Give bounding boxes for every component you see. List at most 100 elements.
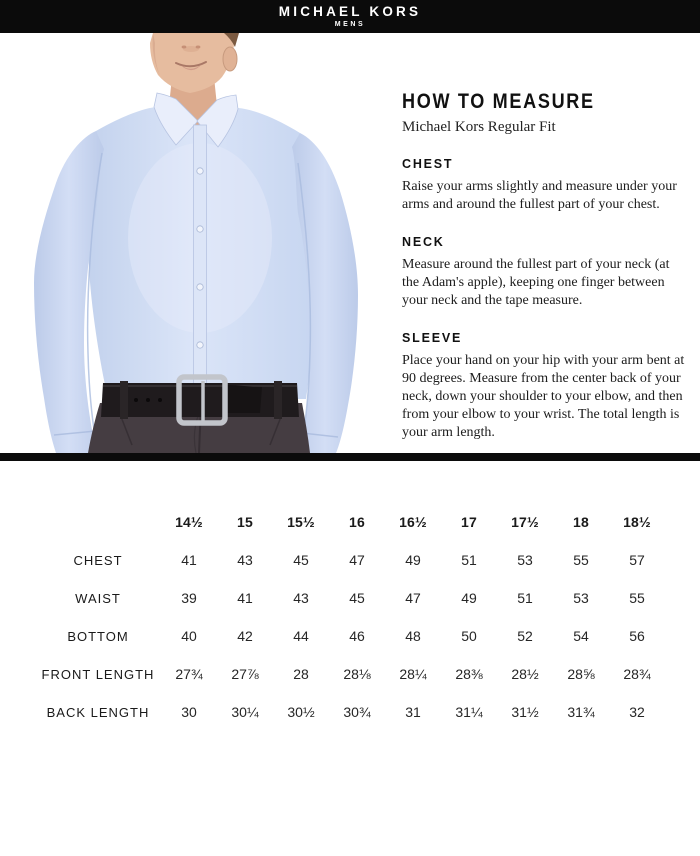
size-column-header: 17½ [511, 514, 539, 530]
size-cell: 32 [629, 704, 645, 720]
size-cell: 44 [293, 628, 309, 644]
model-nostril-left [181, 45, 187, 49]
row-label: BACK LENGTH [46, 704, 150, 720]
size-cell: 46 [349, 628, 365, 644]
size-cell: 39 [181, 590, 197, 606]
size-cell: 28⅜ [455, 666, 483, 682]
row-label: CHEST [73, 552, 123, 568]
how-to-measure-guide: HOW TO MEASURE Michael Kors Regular Fit … [402, 89, 690, 442]
size-cell: 42 [237, 628, 253, 644]
size-cell: 28¾ [623, 666, 651, 682]
model-shirt-button [196, 225, 204, 233]
size-cell: 55 [573, 552, 589, 568]
section-body: Measure around the fullest part of your … [402, 257, 670, 308]
size-cell: 52 [517, 628, 533, 644]
size-cell: 31½ [511, 704, 539, 720]
size-cell: 43 [293, 590, 309, 606]
guide-subtitle: Michael Kors Regular Fit [402, 119, 556, 135]
measurement-row-chest: CHEST 41 43 45 47 49 51 53 55 57 [35, 541, 665, 579]
model-shirt-button [196, 341, 204, 349]
section-heading: NECK [402, 235, 445, 249]
size-cell: 45 [349, 590, 365, 606]
size-cell: 49 [405, 552, 421, 568]
size-cell: 28 [293, 666, 309, 682]
section-heading: SLEEVE [402, 331, 463, 345]
model-left-cuff-line [53, 430, 97, 436]
brand-bar: MICHAEL KORS MENS [0, 0, 700, 33]
size-column-header: 16 [349, 514, 365, 530]
size-cell: 28¼ [399, 666, 427, 682]
model-right-sleeve [292, 133, 358, 453]
model-nose-shadow [183, 46, 199, 52]
size-cell: 40 [181, 628, 197, 644]
model-mouth [175, 61, 207, 68]
size-column-header: 16½ [399, 514, 427, 530]
size-cell: 31¾ [567, 704, 595, 720]
size-cell: 45 [293, 552, 309, 568]
model-collar-left [153, 92, 199, 146]
model-belt-buckle [176, 374, 228, 426]
size-column-header: 14½ [175, 514, 203, 530]
section-heading: CHEST [402, 157, 454, 171]
model-photo [34, 33, 358, 453]
measurement-row-front-length: FRONT LENGTH 27¾ 27⅞ 28 28⅛ 28¼ 28⅜ 28½ … [35, 655, 665, 693]
model-left-sleeve [34, 131, 104, 453]
model-belt-loop [274, 381, 282, 419]
measurement-row-waist: WAIST 39 41 43 45 47 49 51 53 55 [35, 579, 665, 617]
size-cell: 28⅝ [567, 666, 595, 682]
model-left-sleeve-crease [86, 152, 103, 453]
size-cell: 56 [629, 628, 645, 644]
model-ear [222, 46, 238, 72]
section-body: Place your hand on your hip with your ar… [402, 353, 685, 440]
measurement-row-back-length: BACK LENGTH 30 30¼ 30½ 30¾ 31 31¼ 31½ 31… [35, 693, 665, 731]
size-chart-table: 14½ 15 15½ 16 16½ 17 17½ 18 18½ CHEST 41… [35, 503, 665, 731]
model-lower-lip [181, 64, 202, 71]
size-cell: 30 [181, 704, 197, 720]
model-belt-hole [158, 398, 162, 402]
size-column-header: 15½ [287, 514, 315, 530]
size-cell: 53 [517, 552, 533, 568]
guide-section-sleeve: SLEEVE Place your hand on your hip with … [402, 331, 690, 442]
size-cell: 30¾ [343, 704, 371, 720]
size-cell: 57 [629, 552, 645, 568]
model-belt-hole [134, 398, 138, 402]
size-header-spacer [35, 503, 161, 541]
section-divider [0, 453, 700, 461]
measurement-row-bottom: BOTTOM 40 42 44 46 48 50 52 54 56 [35, 617, 665, 655]
size-cell: 28⅛ [343, 666, 371, 682]
size-header-row: 14½ 15 15½ 16 16½ 17 17½ 18 18½ [35, 503, 665, 541]
brand-division-label: MENS [334, 21, 366, 29]
guide-title: HOW TO MEASURE [402, 89, 595, 113]
size-cell: 41 [237, 590, 253, 606]
brand-logo: MICHAEL KORS [278, 3, 422, 19]
model-face-shadow [152, 33, 160, 76]
size-column-header: 15 [237, 514, 253, 530]
size-chart-section: 14½ 15 15½ 16 16½ 17 17½ 18 18½ CHEST 41… [0, 461, 700, 731]
size-cell: 27¾ [175, 666, 203, 682]
size-cell: 49 [461, 590, 477, 606]
size-cell: 54 [573, 628, 589, 644]
row-label: FRONT LENGTH [41, 666, 155, 682]
size-cell: 51 [517, 590, 533, 606]
size-cell: 27⅞ [231, 666, 259, 682]
section-body: Raise your arms slightly and measure und… [402, 179, 677, 212]
size-cell: 55 [629, 590, 645, 606]
guide-section-neck: NECK Measure around the fullest part of … [402, 235, 690, 310]
model-sideburn [224, 33, 239, 47]
model-shirt-button [196, 167, 204, 175]
model-right-cuff-line [301, 432, 339, 438]
model-nostril-right [195, 45, 201, 49]
size-cell: 41 [181, 552, 197, 568]
model-shirt-button [196, 283, 204, 291]
model-belt-loop [120, 381, 128, 419]
model-belt-hole [146, 398, 150, 402]
size-cell: 28½ [511, 666, 539, 682]
size-cell: 31 [405, 704, 421, 720]
size-cell: 47 [349, 552, 365, 568]
model-belt [101, 383, 299, 417]
row-label: WAIST [75, 590, 121, 606]
size-cell: 51 [461, 552, 477, 568]
hero-section: HOW TO MEASURE Michael Kors Regular Fit … [0, 33, 700, 453]
size-cell: 30½ [287, 704, 315, 720]
